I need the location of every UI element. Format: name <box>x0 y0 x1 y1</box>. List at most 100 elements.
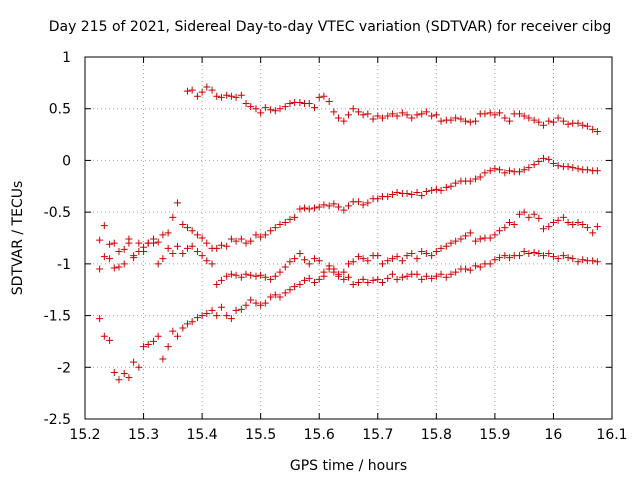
data-point <box>589 229 597 237</box>
data-point <box>335 114 343 122</box>
data-point <box>286 100 294 108</box>
data-point <box>378 278 386 286</box>
data-point <box>564 120 572 128</box>
data-point <box>311 104 319 112</box>
data-point <box>159 255 167 263</box>
data-point <box>583 122 591 130</box>
data-point <box>520 112 528 120</box>
data-point <box>232 93 240 101</box>
data-point <box>418 192 426 200</box>
data-point <box>530 210 538 218</box>
data-point <box>574 165 582 173</box>
data-point <box>96 315 104 323</box>
data-point <box>515 210 523 218</box>
data-point <box>506 167 514 175</box>
data-point <box>110 264 118 272</box>
data-point <box>408 191 416 199</box>
data-point <box>574 119 582 127</box>
data-point <box>364 278 372 286</box>
data-point <box>428 112 436 120</box>
data-point <box>472 175 480 183</box>
data-point <box>462 232 470 240</box>
data-point <box>276 221 284 229</box>
data-point <box>506 117 514 125</box>
data-point <box>354 198 362 206</box>
data-point <box>378 260 386 268</box>
data-point <box>384 193 392 201</box>
data-point <box>130 358 138 366</box>
data-point <box>296 99 304 107</box>
data-point <box>203 310 211 318</box>
data-point <box>100 253 108 261</box>
data-point <box>447 116 455 124</box>
data-point <box>193 92 201 100</box>
data-point <box>237 305 245 313</box>
data-point <box>574 258 582 266</box>
data-point <box>315 203 323 211</box>
data-point <box>188 242 196 250</box>
data-point <box>491 111 499 119</box>
data-point <box>311 255 319 263</box>
data-point <box>291 255 299 263</box>
data-point <box>364 110 372 118</box>
data-point <box>144 341 152 349</box>
x-tick-label: 15.7 <box>362 427 393 443</box>
y-tick-label: 0.5 <box>49 102 71 118</box>
data-point <box>252 272 260 280</box>
data-point <box>549 253 557 261</box>
data-point <box>349 105 357 113</box>
data-point <box>296 250 304 258</box>
data-point <box>506 254 514 262</box>
data-point <box>428 274 436 282</box>
data-point <box>442 273 450 281</box>
data-point <box>530 116 538 124</box>
data-point <box>227 315 235 323</box>
data-point <box>354 108 362 116</box>
x-tick-label: 15.4 <box>187 427 218 443</box>
data-point <box>530 161 538 169</box>
data-point <box>154 238 162 246</box>
data-point <box>311 278 319 286</box>
data-point <box>217 303 225 311</box>
x-tick-label: 15.5 <box>245 427 276 443</box>
data-point <box>208 306 216 314</box>
data-point <box>276 268 284 276</box>
data-point <box>593 167 601 175</box>
data-point <box>198 252 206 260</box>
data-point <box>418 110 426 118</box>
data-point <box>198 88 206 96</box>
data-point <box>432 272 440 280</box>
data-point <box>198 234 206 242</box>
data-point <box>242 270 250 278</box>
data-point <box>408 250 416 258</box>
data-point <box>432 185 440 193</box>
data-point <box>257 301 265 309</box>
data-point <box>281 289 289 297</box>
data-point <box>286 258 294 266</box>
x-axis-label: GPS time / hours <box>290 458 407 474</box>
data-point <box>501 224 509 232</box>
data-point <box>413 111 421 119</box>
data-point <box>217 93 225 101</box>
data-point <box>125 235 133 243</box>
data-point <box>267 227 275 235</box>
data-point <box>515 110 523 118</box>
data-point <box>315 275 323 283</box>
data-point <box>359 275 367 283</box>
data-point <box>217 276 225 284</box>
data-point <box>554 216 562 224</box>
y-tick-label: -1 <box>57 257 71 273</box>
data-point <box>213 92 221 100</box>
data-point <box>535 157 543 165</box>
y-axis-label: SDTVAR / TECUs <box>10 181 26 296</box>
data-point <box>491 256 499 264</box>
data-point <box>174 199 182 207</box>
data-point <box>340 275 348 283</box>
data-point <box>398 257 406 265</box>
data-point <box>349 258 357 266</box>
data-point <box>223 272 231 280</box>
data-point <box>115 247 123 255</box>
data-point <box>345 260 352 268</box>
data-point <box>388 191 396 199</box>
data-point <box>403 252 411 260</box>
